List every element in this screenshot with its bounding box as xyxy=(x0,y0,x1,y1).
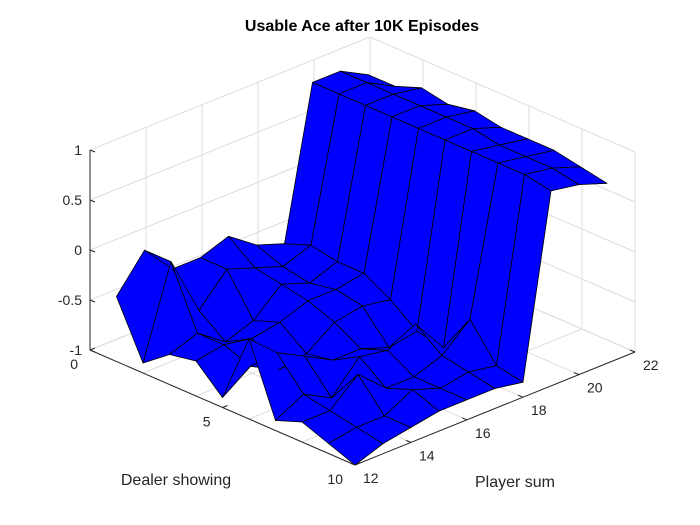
chart-title: Usable Ace after 10K Episodes xyxy=(245,18,479,35)
z-tick-label: 0 xyxy=(74,242,82,258)
y-tick-mark xyxy=(89,347,96,351)
y-tick-label: 5 xyxy=(203,414,211,430)
y-tick-label: 10 xyxy=(327,471,343,487)
tick-labels: 12 14 16 18 20 22 0 5 10 -1 -0.5 0 0.5 1 xyxy=(58,142,659,487)
x-tick-label: 12 xyxy=(363,470,379,486)
x-tick-mark xyxy=(461,417,468,421)
x-tick-mark xyxy=(573,372,580,376)
z-tick-mark xyxy=(89,199,96,203)
y-tick-mark xyxy=(354,462,361,466)
y-axis-label: Dealer showing xyxy=(121,472,231,489)
z-tick-label: -1 xyxy=(70,342,83,358)
surface-patch xyxy=(552,166,608,186)
x-tick-label: 18 xyxy=(531,402,547,418)
x-tick-label: 16 xyxy=(475,425,491,441)
x-tick-label: 22 xyxy=(643,357,659,373)
z-tick-label: -0.5 xyxy=(58,292,82,308)
x-tick-mark xyxy=(517,394,524,398)
x-tick-mark xyxy=(349,462,356,466)
z-tick-label: 0.5 xyxy=(63,192,83,208)
x-tick-mark xyxy=(629,349,636,353)
z-tick-mark xyxy=(89,249,96,253)
z-tick-mark xyxy=(89,299,96,303)
grid-line xyxy=(89,36,371,151)
x-axis-label: Player sum xyxy=(475,474,555,491)
surface xyxy=(116,70,608,466)
x-axis-line xyxy=(354,351,636,466)
grid-line xyxy=(369,36,636,153)
z-tick-mark xyxy=(89,149,96,153)
y-tick-mark xyxy=(222,405,228,408)
axes xyxy=(89,149,636,466)
z-tick-mark xyxy=(89,349,96,353)
x-tick-label: 20 xyxy=(587,380,603,396)
z-tick-label: 1 xyxy=(74,142,82,158)
x-tick-label: 14 xyxy=(419,447,435,463)
x-tick-mark xyxy=(405,439,412,443)
y-tick-label: 0 xyxy=(70,356,78,372)
